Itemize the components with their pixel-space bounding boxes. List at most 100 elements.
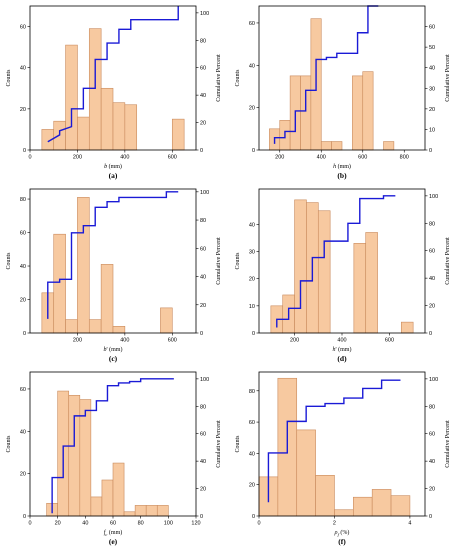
x-axis-symbol: b bbox=[104, 347, 107, 353]
x-tick-label: 0 bbox=[28, 521, 31, 527]
cumulative-percent-line bbox=[267, 379, 401, 503]
y-tick-label: 20 bbox=[249, 277, 255, 283]
y2-tick-label: 0 bbox=[429, 148, 432, 154]
x-tick-label: 400 bbox=[120, 155, 129, 161]
x-tick-label: 200 bbox=[275, 155, 284, 161]
histogram-bar bbox=[65, 319, 78, 334]
y-axis-left: 0 10 20 30 40 bbox=[249, 222, 259, 337]
x-tick-label: 600 bbox=[385, 338, 394, 344]
y-tick-label: 20 bbox=[249, 106, 255, 112]
y-axis-right: 0 20 40 60 80 100 bbox=[196, 190, 209, 337]
y2-tick-label: 20 bbox=[200, 487, 206, 493]
histogram-bar bbox=[390, 495, 411, 517]
histogram-bar bbox=[365, 232, 378, 334]
y-tick-label: 40 bbox=[20, 66, 26, 72]
y-tick-label: 0 bbox=[23, 331, 26, 337]
y2-tick-label: 60 bbox=[429, 432, 435, 438]
histogram-bar bbox=[334, 509, 354, 517]
cumulative-percent-line bbox=[47, 6, 179, 143]
y2-tick-label: 20 bbox=[200, 303, 206, 309]
x-axis-title: ρf (%) bbox=[334, 529, 350, 537]
y2-tick-label: 20 bbox=[200, 121, 206, 127]
histogram-bar bbox=[400, 321, 414, 334]
y-axis-title: Counts bbox=[235, 435, 241, 453]
y2-tick-label: 20 bbox=[429, 304, 435, 310]
x-tick-label: 80 bbox=[138, 521, 144, 527]
y-axis-left: 0 20 40 60 bbox=[20, 25, 30, 154]
x-axis-title: fc (mm) bbox=[104, 529, 123, 537]
histogram-bar bbox=[100, 264, 114, 334]
y-tick-label: 60 bbox=[20, 387, 26, 393]
panel-label: (b) bbox=[337, 171, 347, 180]
y2-tick-label: 60 bbox=[429, 25, 435, 31]
x-axis-symbol: ρ bbox=[334, 530, 338, 536]
y-tick-label: 10 bbox=[249, 304, 255, 310]
histogram-bar bbox=[145, 505, 158, 517]
histogram-bar bbox=[317, 210, 331, 334]
x-tick-label: 60 bbox=[110, 521, 116, 527]
y-tick-label: 60 bbox=[20, 25, 26, 31]
cumulative-percent-line bbox=[273, 5, 379, 144]
x-tick-label: 200 bbox=[73, 155, 82, 161]
y-axis-title: Counts bbox=[235, 252, 241, 270]
y-tick-label: 0 bbox=[23, 514, 26, 520]
histogram-bar bbox=[100, 87, 114, 151]
x-axis-title: b' (mm) bbox=[104, 346, 123, 353]
y-axis-title: Counts bbox=[6, 69, 12, 87]
cumulative-percent-line bbox=[47, 191, 179, 319]
y-tick-label: 40 bbox=[20, 264, 26, 270]
y2-tick-label: 80 bbox=[429, 404, 435, 410]
x-axis-symbol: h bbox=[333, 164, 336, 170]
y2-tick-label: 100 bbox=[200, 190, 209, 196]
y-axis-right: 0 20 40 60 80 100 bbox=[196, 377, 209, 520]
y-tick-label: 0 bbox=[252, 514, 255, 520]
cumulative-percent-line bbox=[51, 378, 174, 514]
y2-tick-label: 10 bbox=[429, 127, 435, 133]
y-tick-label: 20 bbox=[249, 483, 255, 489]
plot-frame bbox=[258, 371, 426, 517]
bars-group bbox=[41, 197, 173, 334]
x-axis-unit: (mm) bbox=[337, 346, 352, 353]
histogram-bar bbox=[352, 75, 364, 151]
histogram-bar bbox=[123, 511, 136, 517]
y2-tick-label: 80 bbox=[200, 38, 206, 44]
histogram-bar bbox=[101, 479, 114, 517]
y-axis-right: 0 20 40 60 80 100 bbox=[425, 377, 438, 520]
bars-group bbox=[41, 28, 185, 151]
y2-axis-title: Cumulative Percent bbox=[216, 420, 222, 468]
y-axis-left: 0 20 40 60 bbox=[249, 21, 259, 154]
x-axis-subscript: f bbox=[338, 532, 340, 537]
histogram-bar bbox=[156, 505, 169, 517]
y-tick-label: 30 bbox=[249, 249, 255, 255]
y2-tick-label: 40 bbox=[200, 93, 206, 99]
histogram-bar bbox=[371, 489, 392, 517]
x-tick-label: 800 bbox=[400, 155, 409, 161]
histogram-bar bbox=[331, 141, 343, 151]
histogram-bar bbox=[79, 399, 92, 517]
y-tick-label: 20 bbox=[20, 472, 26, 478]
y-axis-left: 0 20 40 60 80 bbox=[20, 197, 30, 337]
panel-label: (e) bbox=[109, 537, 118, 546]
x-axis-unit: (mm) bbox=[107, 163, 122, 170]
x-tick-label: 100 bbox=[164, 521, 173, 527]
x-tick-label: 600 bbox=[168, 155, 177, 161]
y2-axis-title: Cumulative Percent bbox=[216, 237, 222, 285]
y2-tick-label: 60 bbox=[200, 66, 206, 72]
histogram-bar bbox=[300, 75, 312, 151]
y2-axis-title: Cumulative Percent bbox=[216, 54, 222, 102]
x-tick-label: 400 bbox=[120, 338, 129, 344]
x-tick-label: 0 bbox=[257, 521, 260, 527]
y-axis-right: 0 10 20 30 40 50 60 bbox=[425, 25, 435, 154]
y2-tick-label: 30 bbox=[429, 86, 435, 92]
y-axis-left: 0 20 40 60 80 bbox=[249, 389, 259, 520]
x-axis-title: b (mm) bbox=[104, 163, 122, 170]
x-axis-unit: (mm) bbox=[107, 529, 122, 536]
x-axis-title: h (mm) bbox=[333, 163, 351, 170]
y-tick-label: 40 bbox=[20, 429, 26, 435]
x-tick-label: 600 bbox=[168, 338, 177, 344]
histogram-bar bbox=[65, 44, 78, 151]
x-tick-label: 600 bbox=[358, 155, 367, 161]
